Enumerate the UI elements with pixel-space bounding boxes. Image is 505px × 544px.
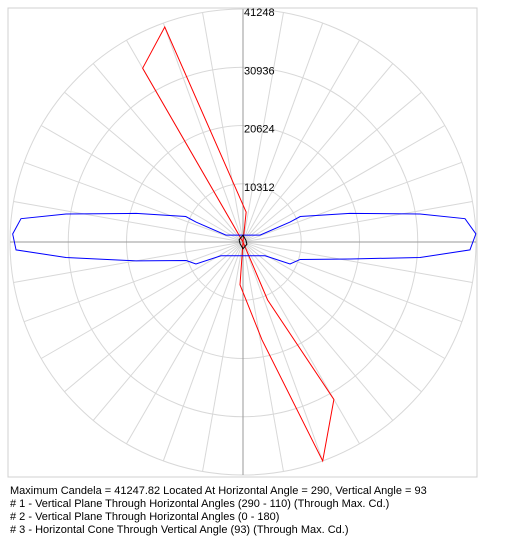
- r-tick-label: 10312: [244, 182, 275, 194]
- series-line: [142, 25, 335, 463]
- r-tick-label: 30936: [244, 65, 275, 77]
- legend-entry: # 2 - Vertical Plane Through Horizontal …: [10, 511, 279, 523]
- legend-entry: # 3 - Horizontal Cone Through Vertical A…: [10, 524, 349, 536]
- series-line: [12, 212, 477, 265]
- r-tick-label: 20624: [244, 124, 275, 136]
- summary: Maximum Candela = 41247.82 Located At Ho…: [10, 485, 427, 497]
- plot-frame: [7, 7, 478, 478]
- legend-entry: # 1 - Vertical Plane Through Horizontal …: [10, 498, 389, 510]
- r-tick-label: 41248: [244, 7, 275, 19]
- series-line: [238, 234, 248, 250]
